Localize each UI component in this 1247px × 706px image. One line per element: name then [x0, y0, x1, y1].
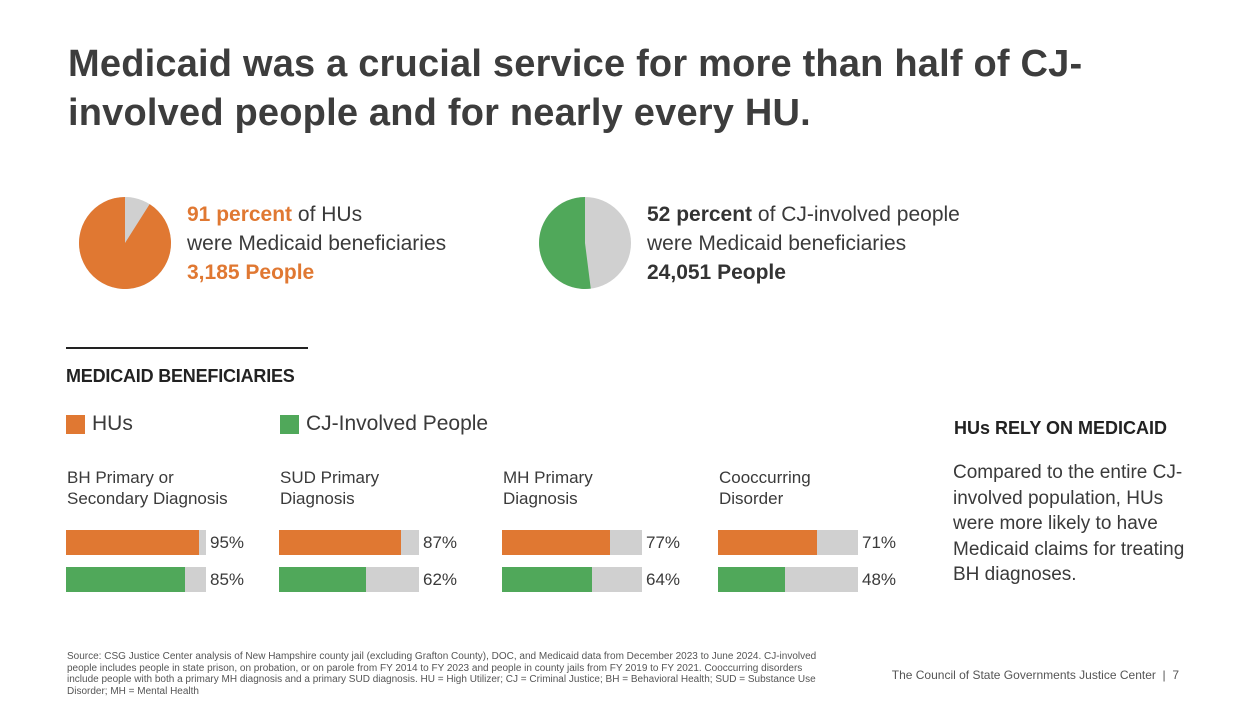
hu-percent: 91 percent [187, 203, 293, 226]
pie-slice-medicaid [79, 197, 172, 289]
bar-value-label: 87% [423, 533, 458, 552]
bar-track [66, 530, 206, 555]
bar-track [66, 567, 206, 592]
bar-value-label: 77% [646, 533, 681, 552]
section-divider [66, 347, 308, 349]
bar-group-label-line: Secondary Diagnosis [67, 489, 228, 508]
cj-percent-rest: of CJ-involved people [752, 203, 960, 226]
side-panel-text: Compared to the entire CJ-involved popul… [953, 462, 1185, 585]
bar-cj [718, 567, 786, 592]
bar-track [718, 530, 858, 555]
legend-swatch-green [280, 414, 299, 434]
bar-track [279, 530, 419, 555]
bar-value-label: 48% [862, 570, 897, 589]
legend-swatch-orange [66, 414, 85, 434]
bar-group-label-line: Diagnosis [503, 489, 578, 508]
bar-cj [279, 567, 366, 592]
bar-group-label: SUD Primary Diagnosis [280, 467, 480, 509]
cj-pie-svg [539, 197, 631, 289]
cj-people-count: 24,051 People [647, 261, 786, 284]
bar-group-label: Cooccurring Disorder [719, 467, 919, 509]
bar-hus [718, 530, 818, 555]
bar-track [279, 567, 419, 592]
side-panel-title: HUs RELY ON MEDICAID [954, 418, 1168, 438]
bar-track [502, 530, 642, 555]
bar-track [718, 567, 858, 592]
bar-hus [279, 530, 401, 555]
page-title: Medicaid was a crucial service for more … [68, 43, 1083, 134]
bar-track [502, 567, 642, 592]
bar-value-label: 62% [423, 570, 458, 589]
legend-label-cj: CJ-Involved People [306, 412, 489, 435]
cj-percent: 52 percent [647, 203, 753, 226]
bar-group-label-line: Disorder [719, 489, 784, 508]
hu-percent-rest: of HUs [292, 203, 363, 226]
source-note: Source: CSG Justice Center analysis of N… [67, 651, 817, 697]
cj-stat-line2: were Medicaid beneficiaries [647, 232, 907, 255]
legend-item-cj: CJ-Involved People [280, 412, 488, 436]
section-title: MEDICAID BENEFICIARIES [66, 366, 295, 386]
bar-value-label: 64% [646, 570, 681, 589]
bar-group-label-line: Cooccurring [719, 468, 811, 487]
bar-hus [66, 530, 199, 555]
hu-people-count: 3,185 People [187, 261, 315, 284]
bar-value-label: 85% [210, 570, 245, 589]
bar-value-label: 71% [862, 533, 897, 552]
bar-group-label-line: MH Primary [503, 468, 593, 487]
bar-group-label-line: BH Primary or [67, 468, 174, 487]
hu-medicaid-pie [78, 196, 172, 290]
bar-group-label: MH Primary Diagnosis [503, 467, 703, 509]
legend-item-hus: HUs [66, 412, 133, 436]
bar-group-label: BH Primary or Secondary Diagnosis [67, 467, 267, 509]
cj-medicaid-pie [538, 196, 632, 290]
bar-group-label-line: SUD Primary [280, 468, 380, 487]
bar-cj [502, 567, 592, 592]
pie-slice-medicaid [539, 197, 591, 289]
footer-credit: The Council of State Governments Justice… [891, 668, 1179, 682]
legend-label-hus: HUs [92, 412, 133, 435]
cj-stat-text: 52 percent of CJ-involved people were Me… [647, 200, 960, 287]
bar-hus [502, 530, 610, 555]
bar-group-label-line: Diagnosis [280, 489, 355, 508]
hu-stat-text: 91 percent of HUs were Medicaid benefici… [187, 200, 446, 287]
hu-pie-svg [79, 197, 172, 289]
bar-value-label: 95% [210, 533, 245, 552]
bar-cj [66, 567, 185, 592]
hu-stat-line2: were Medicaid beneficiaries [187, 232, 447, 255]
